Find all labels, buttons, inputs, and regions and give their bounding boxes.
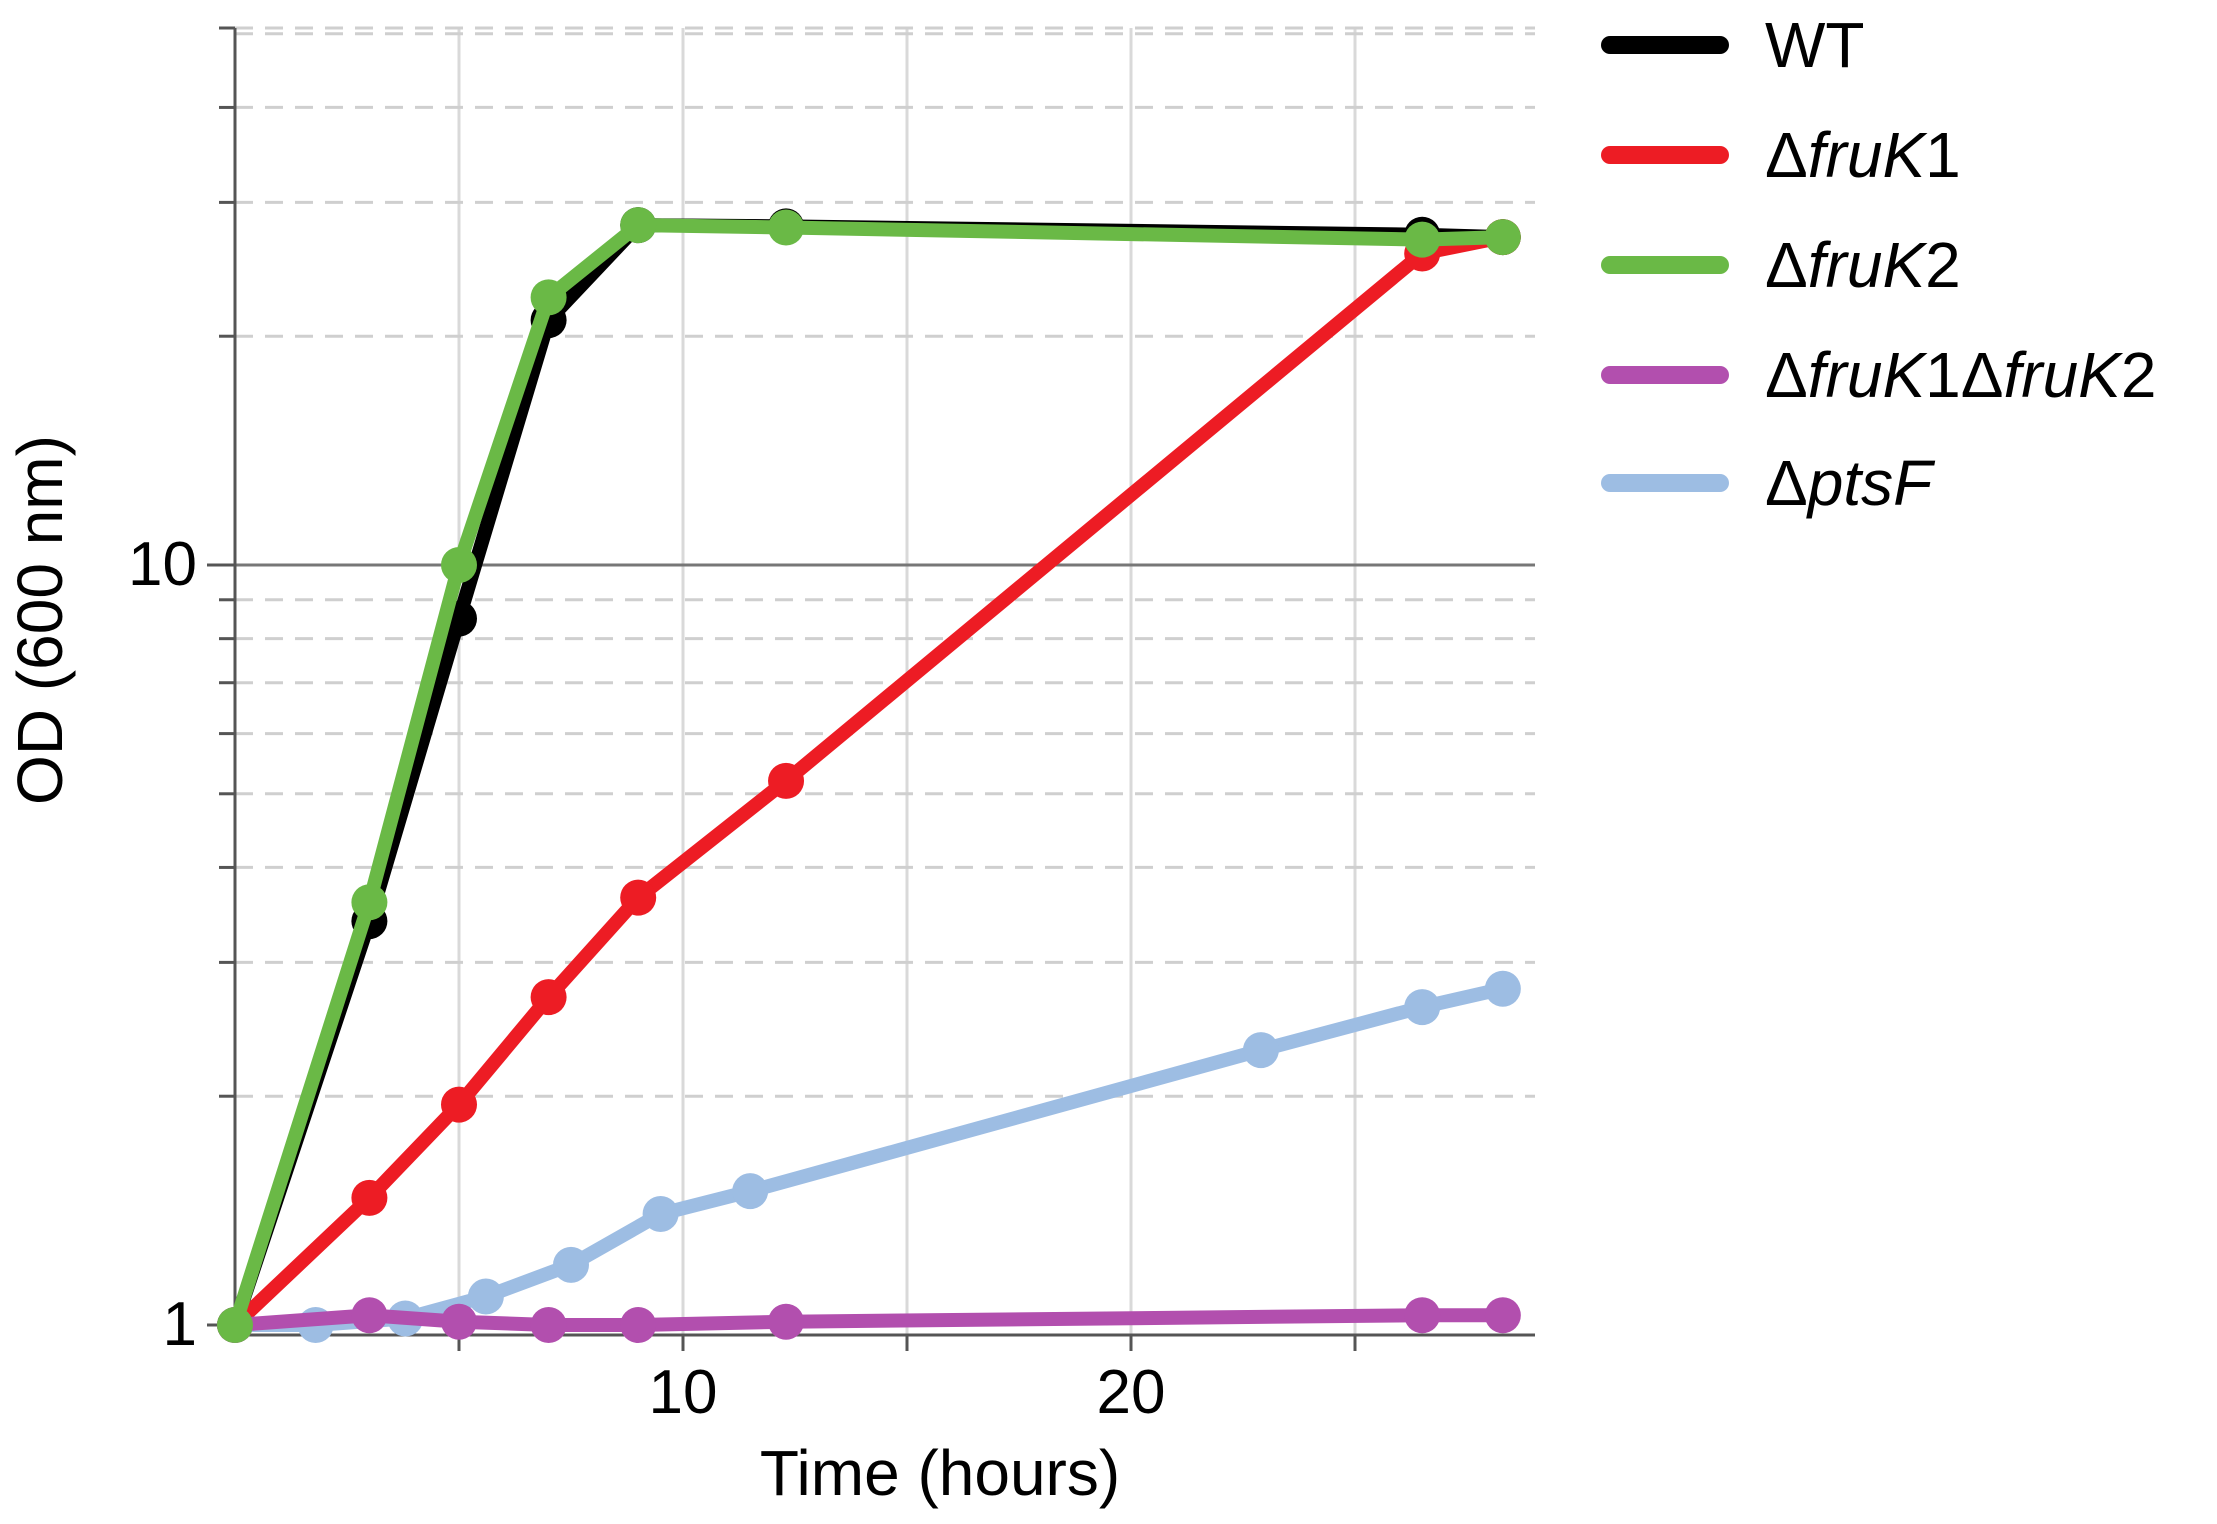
data-point: [620, 207, 657, 244]
tick-label-layer: 1 10 10 20: [128, 530, 1165, 1427]
x-axis-title: Time (hours): [760, 1437, 1120, 1509]
data-point: [1484, 219, 1521, 256]
data-point: [530, 1307, 567, 1343]
data-point: [1484, 1297, 1521, 1334]
data-point: [620, 1307, 657, 1343]
x-tick-label: 20: [1097, 1358, 1166, 1427]
series-line: [228, 230, 1510, 1332]
data-point: [768, 762, 805, 799]
legend-label: ΔfruK2: [1765, 229, 1961, 301]
y-tick-label: 1: [163, 1290, 197, 1359]
x-tick-label: 10: [649, 1358, 718, 1427]
data-point: [1404, 221, 1441, 258]
data-point: [1484, 970, 1521, 1007]
series-0: [217, 207, 1521, 1343]
series-line: [228, 981, 1510, 1332]
data-point: [441, 1086, 477, 1123]
series-layer: [217, 207, 1521, 1343]
data-point: [1242, 1032, 1279, 1069]
data-point: [467, 1278, 504, 1315]
legend-entry: WT: [1601, 9, 1865, 81]
legend-label: ΔfruK1: [1765, 119, 1961, 191]
series-line: [228, 1308, 1510, 1332]
data-point: [642, 1195, 679, 1232]
series-2: [217, 207, 1521, 1343]
data-point: [217, 1307, 253, 1343]
data-point: [1404, 1297, 1441, 1334]
legend-label: ΔfruK1ΔfruK2: [1765, 339, 2156, 411]
y-tick-label: 10: [128, 530, 197, 599]
data-point: [351, 1179, 388, 1216]
data-point: [441, 547, 477, 583]
data-point: [530, 279, 567, 316]
legend-label: WT: [1765, 9, 1865, 81]
series-line: [228, 218, 1510, 1332]
data-point: [553, 1246, 589, 1283]
data-point: [1404, 989, 1441, 1026]
legend-label: ΔptsF: [1765, 447, 1936, 519]
data-point: [768, 209, 805, 246]
data-point: [530, 979, 567, 1016]
data-point: [620, 879, 657, 916]
data-point: [441, 1303, 477, 1340]
y-axis-title: OD (600 nm): [4, 435, 76, 805]
legend-entry: ΔptsF: [1601, 447, 1936, 519]
data-point: [732, 1173, 769, 1210]
legend-entry: ΔfruK1: [1601, 119, 1961, 191]
data-point: [768, 1303, 805, 1340]
data-point: [351, 1297, 388, 1334]
legend-entry: ΔfruK2: [1601, 229, 1961, 301]
legend-entry: ΔfruK1ΔfruK2: [1601, 339, 2156, 411]
data-point: [351, 884, 388, 921]
